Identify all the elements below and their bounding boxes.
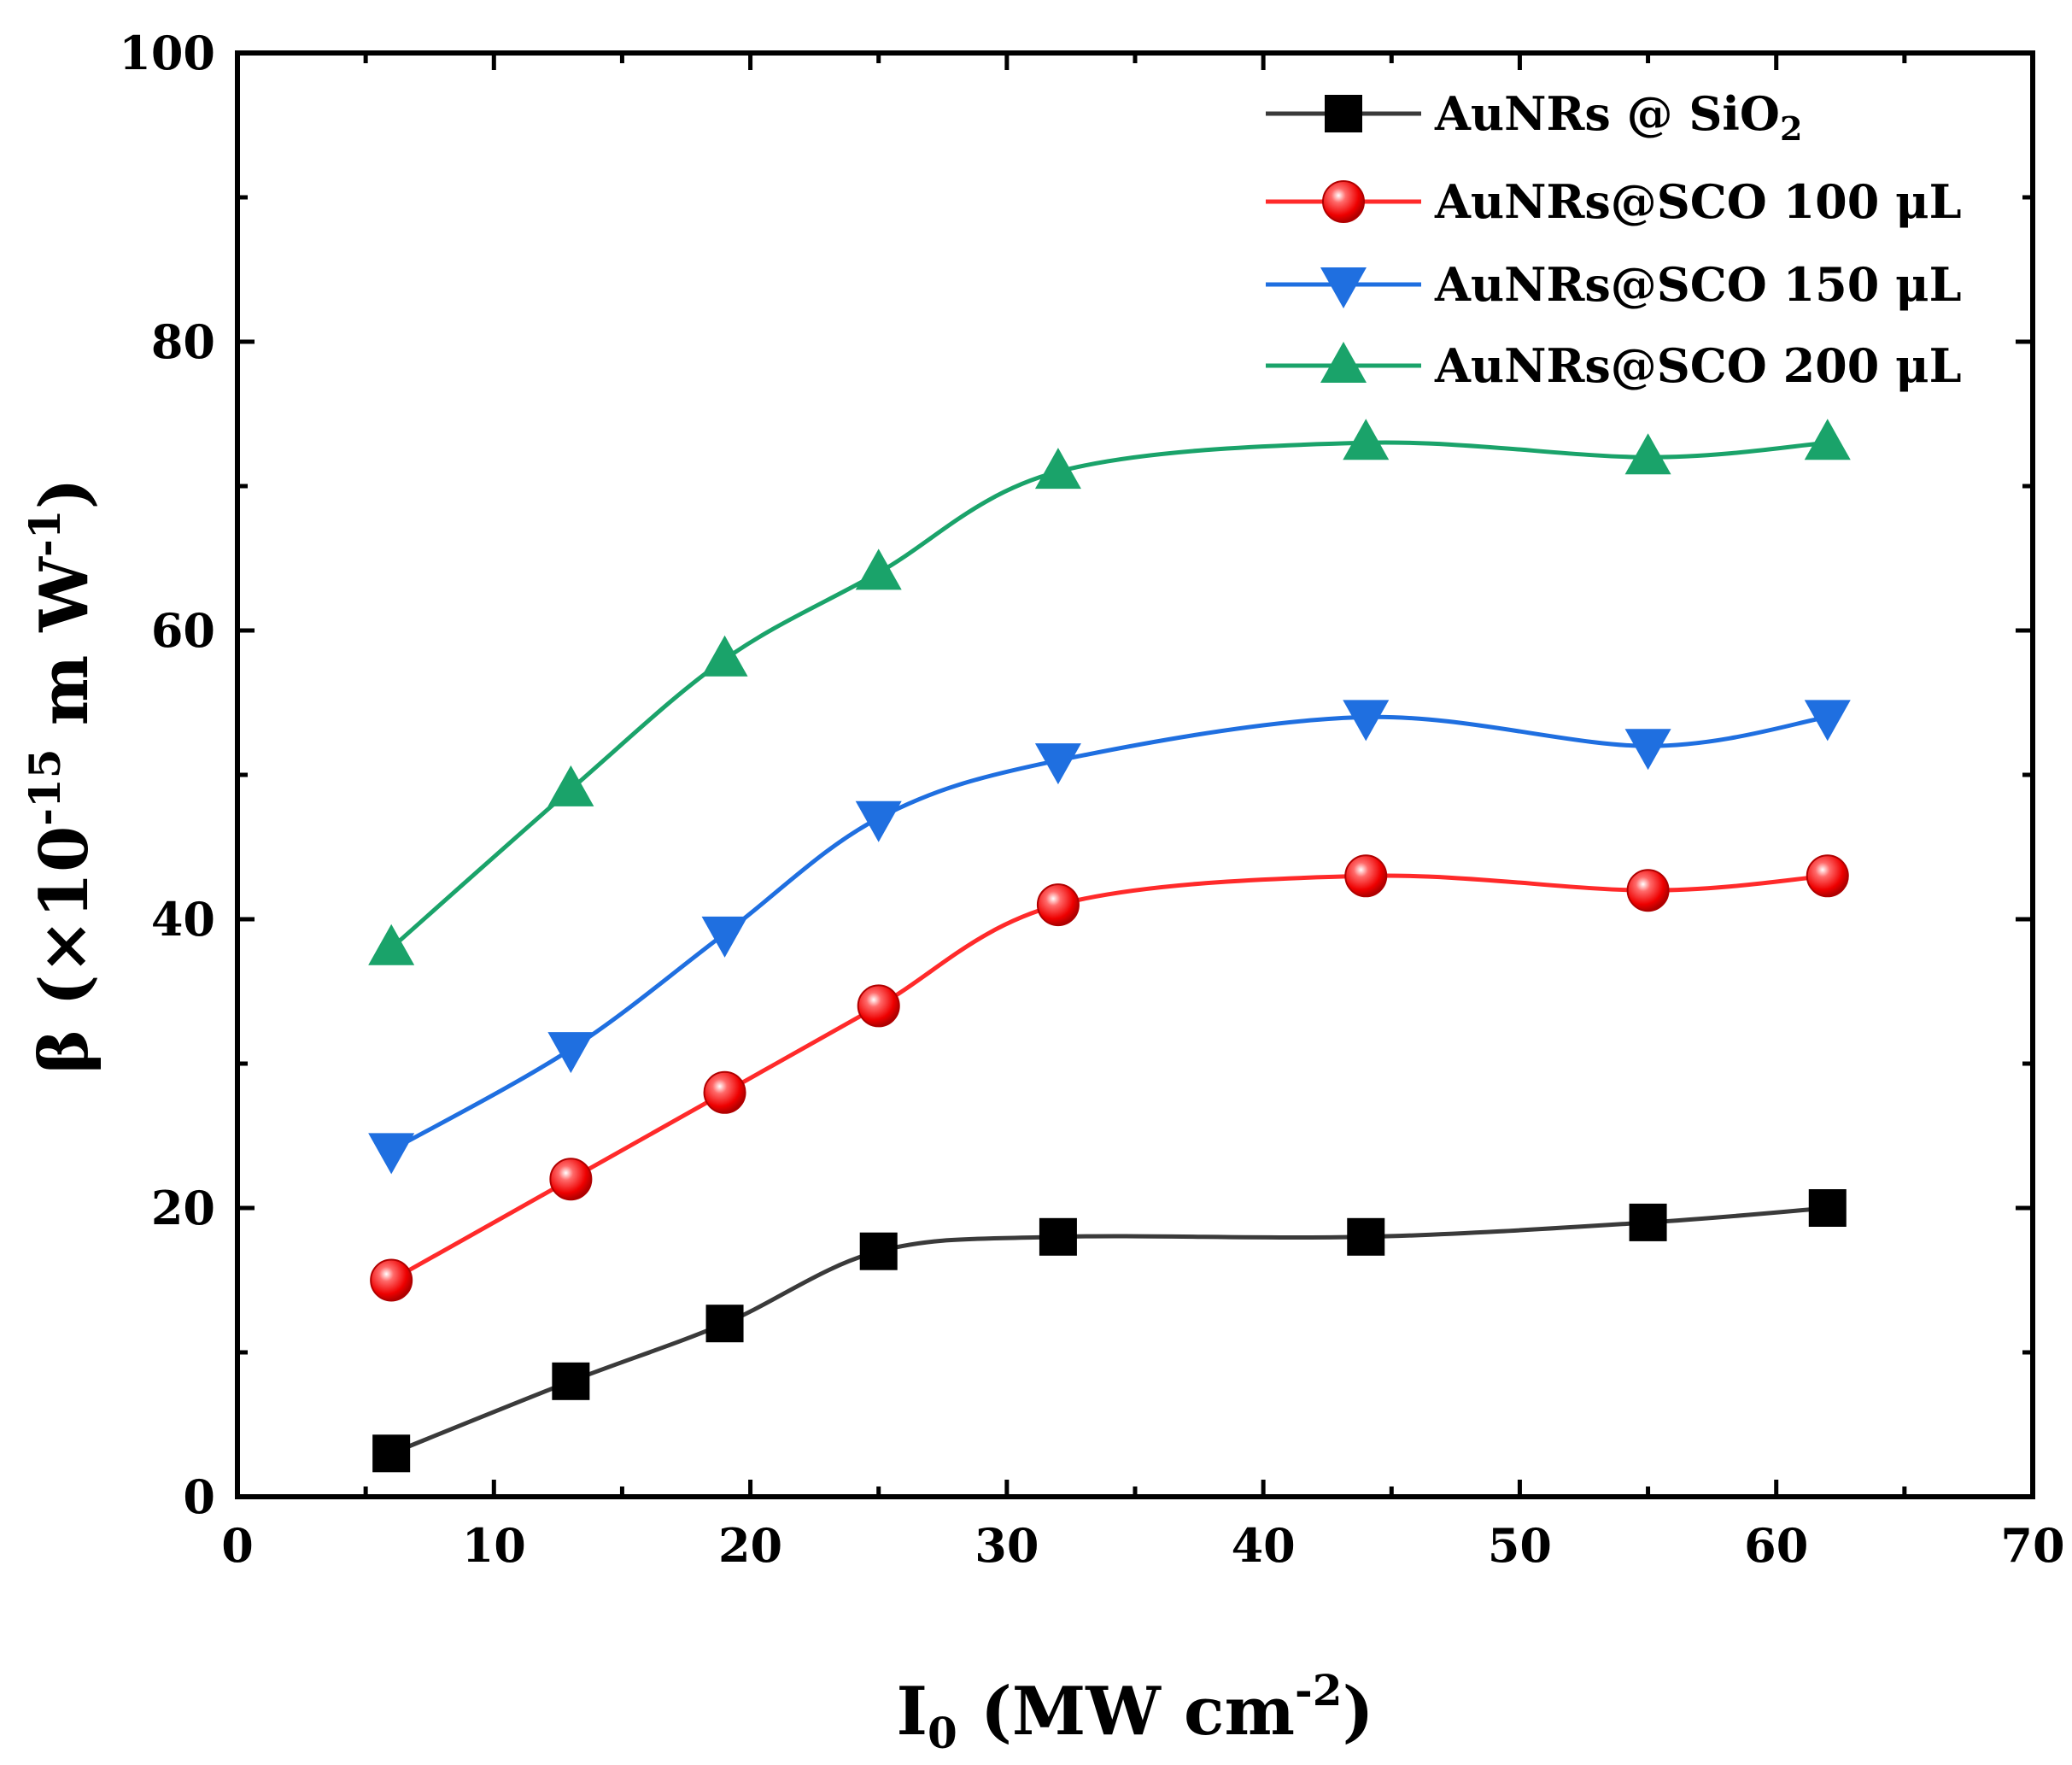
data-point	[855, 800, 902, 842]
legend-label: AuNRs@SCO 150 μL	[1434, 257, 1962, 312]
data-point	[1343, 419, 1390, 460]
x-tick-label: 70	[2000, 1518, 2064, 1573]
legend-marker	[1320, 342, 1367, 383]
x-tick-label: 60	[1744, 1518, 1808, 1573]
data-point	[859, 1232, 898, 1270]
data-point	[1804, 419, 1851, 460]
series-line	[389, 873, 1828, 1282]
legend: AuNRs @ SiO2 AuNRs@SCO 100 μL AuNRs@SCO 15…	[1266, 86, 1962, 393]
x-tick-label: 30	[975, 1518, 1039, 1573]
data-point	[1624, 729, 1671, 771]
y-tick-label: 60	[151, 603, 215, 658]
data-point	[368, 924, 415, 965]
x-tick-label: 10	[462, 1518, 526, 1573]
data-point	[547, 1032, 594, 1074]
data-point	[1347, 1217, 1385, 1256]
y-axis-title: β (×10-15 m W-1)	[20, 478, 103, 1073]
data-point	[549, 1158, 593, 1201]
data-point	[1629, 1203, 1667, 1241]
legend-item: AuNRs@SCO 200 μL	[1266, 338, 1962, 393]
data-point	[703, 1070, 746, 1114]
data-point	[1034, 743, 1081, 785]
data-point	[1624, 433, 1671, 475]
data-point	[1808, 1189, 1847, 1227]
y-tick-label: 100	[119, 26, 215, 80]
series-line	[389, 714, 1829, 1152]
data-point	[552, 1362, 590, 1400]
data-point	[705, 1305, 744, 1343]
x-tick-label: 0	[221, 1518, 254, 1573]
data-point	[1806, 854, 1849, 898]
data-point	[855, 548, 902, 590]
series-line	[390, 1205, 1828, 1456]
data-point	[1039, 1217, 1077, 1256]
data-point	[372, 1434, 411, 1473]
legend-marker	[1325, 95, 1362, 132]
x-tick-label: 20	[718, 1518, 782, 1573]
data-point	[1036, 883, 1080, 927]
data-point	[1343, 700, 1390, 742]
legend-label: AuNRs@SCO 100 μL	[1434, 174, 1962, 229]
legend-marker	[1322, 180, 1365, 223]
x-tick-label: 40	[1232, 1518, 1296, 1573]
legend-marker	[1320, 267, 1367, 308]
x-tick-label: 50	[1488, 1518, 1552, 1573]
data-point	[1034, 448, 1081, 490]
data-point	[701, 635, 748, 677]
data-point	[857, 984, 900, 1028]
legend-item: AuNRs@SCO 100 μL	[1266, 174, 1962, 229]
axis-layer: 0 10 20 30 40 50 60 70 0 20 40 60 80 100	[119, 26, 2064, 1573]
legend-label: AuNRs@SCO 200 μL	[1434, 338, 1962, 393]
legend-item: AuNRs@SCO 150 μL	[1266, 257, 1962, 312]
x-axis-title: I0 (MW cm-2)	[897, 1665, 1374, 1758]
series-2	[370, 854, 1849, 1302]
data-point	[1626, 869, 1670, 912]
data-point	[1344, 854, 1388, 898]
y-tick-label: 40	[151, 892, 215, 947]
legend-label: AuNRs @ SiO2	[1434, 86, 1802, 148]
data-point	[701, 916, 748, 958]
y-tick-label: 80	[151, 314, 215, 369]
series-layer	[368, 419, 1851, 1473]
data-point	[1804, 700, 1851, 742]
data-point	[370, 1258, 413, 1302]
y-tick-label: 0	[183, 1469, 215, 1524]
series-4	[368, 419, 1851, 965]
data-point	[368, 1133, 415, 1175]
y-tick-label: 20	[151, 1181, 215, 1235]
series-1	[372, 1189, 1847, 1473]
data-point	[547, 765, 594, 806]
series-3	[368, 700, 1851, 1175]
legend-item: AuNRs @ SiO2	[1266, 86, 1802, 148]
series-line	[389, 440, 1828, 950]
